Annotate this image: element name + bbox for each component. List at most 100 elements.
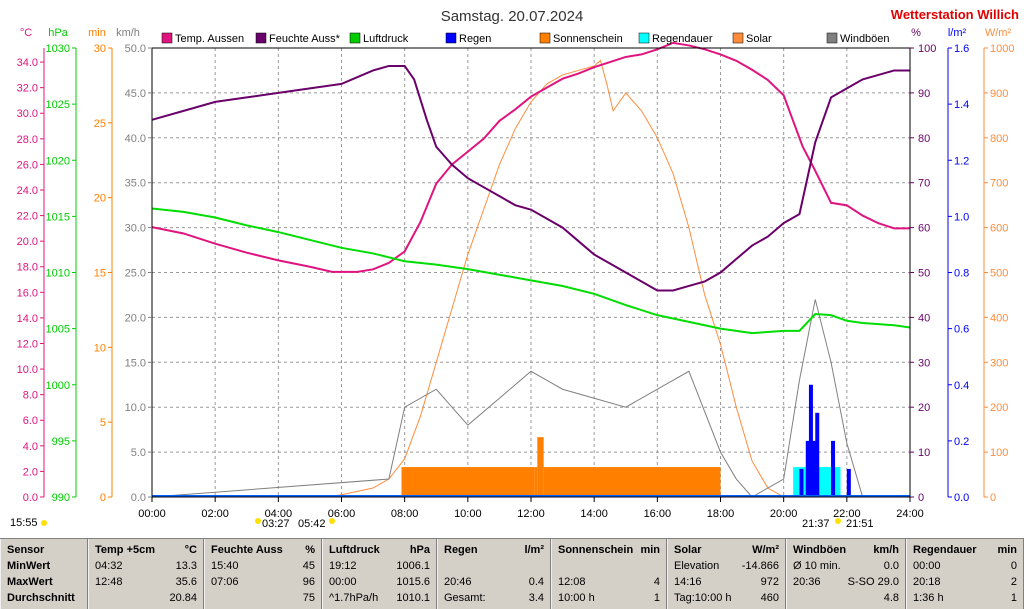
x-tick-label: 04:00 [265,508,293,520]
cell-value: 75 [302,592,315,604]
sunshine-bar [537,437,544,497]
rain-axis-tick-label: 0.6 [954,324,969,336]
rain-axis-tick-label: 0.8 [954,268,969,280]
cell-label: 15:40 [211,560,239,572]
legend-swatch [539,32,551,44]
sunshine-bar [534,467,538,497]
table-column: Windböen km/h Ø 10 min. 0.0 20:36 S-SO 29.0 4.… [786,539,906,609]
sunset-label: 21:51 [846,518,874,530]
rain-bar [831,440,836,497]
temp-axis-tick-label: 8.0 [23,390,38,402]
x-tick-label: 14:00 [580,508,608,520]
axes-layer: 34.0 32.0 30.0 28.0 26.0 24.0 22.0 20.0 18.0 16.0… [17,27,1015,520]
series-line-hpa [151,207,911,335]
kmh-axis-tick-label: 5.0 [131,447,146,459]
rain-bar [812,440,817,497]
table-column: Luftdruck hPa 19:12 1006.1 00:00 1015.6 ^1.7hP… [322,539,437,609]
wm2-axis-tick-label: 400 [990,312,1008,324]
wm2-axis-tick-label: 200 [990,402,1008,414]
temp-axis-tick-label: 22.0 [17,211,38,223]
sun-events: 15:55 03:27 05:42 21:37 21:51 [10,517,874,530]
rain-bar [808,384,813,497]
wm2-axis-tick-label: 1000 [990,43,1014,55]
rain-bar [846,468,851,497]
table-column: Regen l/m² 20:46 0.4 Gesamt: 3.4 [437,539,551,609]
bars-layer [401,384,851,497]
cell-label: 19:12 [329,560,357,572]
legend: Temp. Aussen Feuchte Auss* Luftdruck Regen S… [161,32,890,45]
column-title: Feuchte Auss [211,544,283,556]
column-title: Regendauer [913,544,977,556]
temp-axis-tick-label: 30.0 [17,108,38,120]
cell-value: 3.4 [528,592,544,604]
cell-label: 00:00 [329,576,357,588]
x-tick-label: 16:00 [644,508,672,520]
wm2-axis-tick-label: 900 [990,88,1008,100]
column-unit: hPa [409,544,430,556]
cell-label: Elevation [674,560,720,572]
wm2-axis-tick-label: 0 [990,492,996,504]
rain-bar [799,468,804,497]
kmh-axis-tick-label: 35.0 [125,178,146,190]
sunrise-marker [255,518,261,524]
series-line- [151,64,910,292]
pct-axis-tick-label: 90 [918,88,930,100]
hpa-axis-tick-label: 990 [52,492,70,504]
cell-label: 12:48 [95,576,123,588]
cell-label: 10:00 h [558,592,595,604]
kmh-axis-tick-label: 30.0 [125,223,146,235]
wm2-axis-tick-label: 800 [990,133,1008,145]
min-axis-tick-label: 10 [94,342,106,354]
dusk-marker [835,518,841,524]
legend-swatch [638,32,650,44]
dawn-marker [329,518,335,524]
row-labels-column: Sensor MinWert MaxWert Durchschnitt [0,539,88,609]
table-column: Regendauer min 00:00 0 20:18 2 1:36 h 1 [906,539,1024,609]
legend-swatch [732,32,744,44]
temp-axis-tick-label: 18.0 [17,262,38,274]
legend-label: Sonnenschein [553,33,623,45]
column-unit: % [305,544,315,556]
cell-value: 0 [1010,560,1017,572]
right-unit-label: W/m² [985,27,1012,39]
cell-label: ^1.7hPa/h [329,592,379,604]
lines-layer [151,41,911,498]
cell-value: 4.8 [883,592,899,604]
x-tick-label: 10:00 [454,508,482,520]
column-unit: l/m² [524,544,544,556]
x-tick-label: 08:00 [391,508,419,520]
kmh-axis-tick-label: 25.0 [125,268,146,280]
dawn-label: 05:42 [298,518,326,530]
legend-swatch [826,32,838,44]
dusk-label: 21:37 [802,518,830,530]
table-column: Sonnenschein min 12:08 4 10:00 h 1 [551,539,667,609]
column-title: Sonnenschein [558,544,634,556]
wm2-axis-tick-label: 100 [990,447,1008,459]
column-unit: min [997,544,1017,556]
cell-value: 0.0 [883,560,899,572]
cell-value: 1 [653,592,660,604]
cell-value: 1006.1 [396,560,430,572]
row-label-avg: Durchschnitt [7,592,75,604]
column-title: Temp +5cm [95,544,156,556]
cell-label: 20:46 [444,576,472,588]
sunshine-bar [401,467,535,497]
x-tick-label: 24:00 [896,508,924,520]
cell-value: 96 [302,576,315,588]
left-unit-label: min [88,27,106,39]
min-axis-tick-label: 5 [100,417,106,429]
rain-bar [805,440,810,497]
min-axis-tick-label: 25 [94,118,106,130]
legend-swatch [161,32,173,44]
hpa-axis-tick-label: 1000 [46,380,70,392]
weather-chart: Samstag. 20.07.2024 Wetterstation Willic… [10,7,1019,530]
cell-label: 04:32 [95,560,123,572]
x-tick-label: 22:00 [833,508,861,520]
rain-axis-tick-label: 0.4 [954,380,969,392]
rain-axis-tick-label: 0.0 [954,492,969,504]
time-label-left: 15:55 [10,517,38,529]
cell-label: Ø 10 min. [793,560,841,572]
grid [152,48,910,497]
cell-label: Tag:10:00 h [674,592,732,604]
rain-axis-tick-label: 1.2 [954,155,969,167]
